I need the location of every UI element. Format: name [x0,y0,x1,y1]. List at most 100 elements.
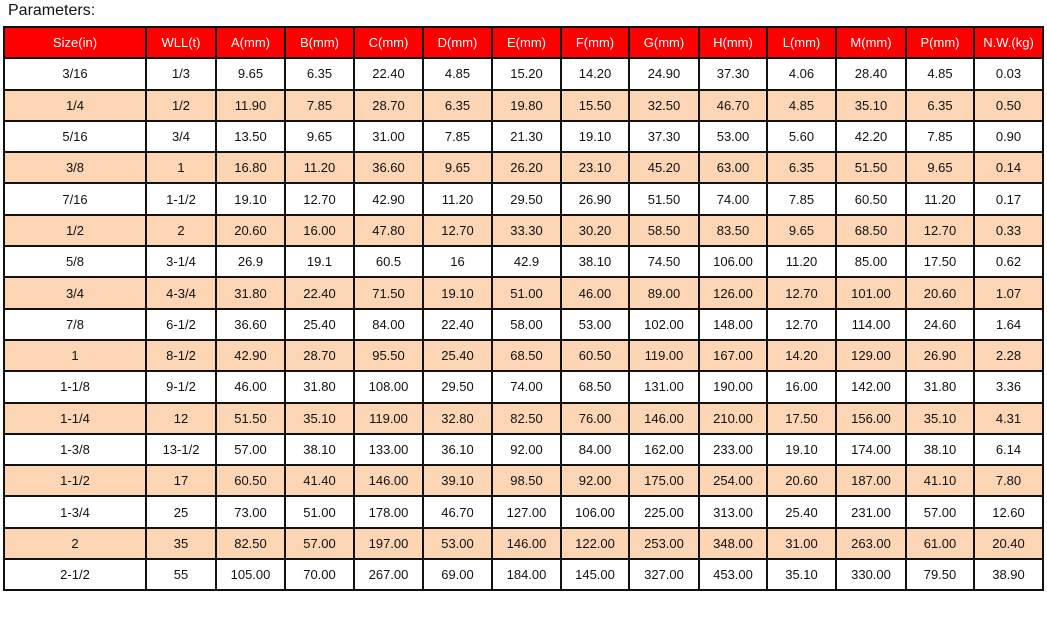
table-cell: 95.50 [353,338,424,373]
table-cell: 25.40 [284,307,355,341]
table-cell: 3/4 [145,119,217,154]
table-cell: 148.00 [698,307,768,341]
table-cell: 4.06 [766,57,837,91]
table-cell: 253.00 [628,526,700,561]
table-row: 3/4 4-3/4 31.80 22.40 71.50 19.10 51.00 46.00 89… [3,276,1044,310]
table-cell: 38.10 [560,245,630,279]
table-row: 3/8 1 16.80 11.20 36.60 9.65 26.20 23.10 45.20 63… [3,151,1044,185]
table-cell: 31.00 [766,526,837,561]
table-cell: 7.80 [973,464,1044,498]
table-cell: 83.50 [698,213,768,248]
table-cell: 178.00 [353,495,424,529]
table-cell: 16.00 [766,370,837,404]
table-cell: 9.65 [766,213,837,248]
table-cell: 6.35 [422,88,493,122]
table-cell: 19.10 [215,182,286,216]
table-cell: 197.00 [353,526,424,561]
table-cell: 0.03 [973,57,1044,91]
table-cell: 51.50 [835,151,907,185]
table-cell: 6-1/2 [145,307,217,341]
table-cell: 4.85 [422,57,493,91]
table-cell: 5/8 [3,245,147,279]
table-cell: 233.00 [698,432,768,467]
table-cell: 1/2 [145,88,217,122]
table-cell: 31.80 [284,370,355,404]
table-cell: 85.00 [835,245,907,279]
table-cell: 31.00 [353,119,424,154]
table-cell: 25.40 [766,495,837,529]
table-row: 1-3/8 13-1/2 57.00 38.10 133.00 36.10 92.00 84.… [3,432,1044,467]
table-cell: 19.1 [284,245,355,279]
table-cell: 53.00 [560,307,630,341]
table-cell: 0.90 [973,119,1044,154]
column-header: M(mm) [835,25,907,60]
table-cell: 68.50 [560,370,630,404]
table-cell: 267.00 [353,558,424,592]
table-cell: 133.00 [353,432,424,467]
table-cell: 1/4 [3,88,147,122]
column-header: C(mm) [353,25,424,60]
table-cell: 142.00 [835,370,907,404]
table-cell: 74.00 [698,182,768,216]
table-cell: 348.00 [698,526,768,561]
table-cell: 12.70 [766,276,837,310]
table-cell: 453.00 [698,558,768,592]
table-cell: 11.20 [422,182,493,216]
table-row: 1/4 1/2 11.90 7.85 28.70 6.35 19.80 15.50 32.50 4… [3,88,1044,122]
table-cell: 46.00 [215,370,286,404]
header-row: Size(in) WLL(t) A(mm) B(mm) C(mm) D(mm) E(mm) F… [3,25,1044,60]
table-cell: 37.30 [698,57,768,91]
table-cell: 14.20 [560,57,630,91]
table-cell: 9.65 [284,119,355,154]
table-cell: 33.30 [491,213,562,248]
table-cell: 1-1/2 [3,464,147,498]
table-cell: 76.00 [560,401,630,435]
table-cell: 13-1/2 [145,432,217,467]
table-cell: 4.85 [905,57,975,91]
table-cell: 105.00 [215,558,286,592]
table-cell: 46.70 [698,88,768,122]
table-cell: 5/16 [3,119,147,154]
table-cell: 53.00 [422,526,493,561]
table-cell: 7.85 [284,88,355,122]
table-cell: 22.40 [422,307,493,341]
column-header: L(mm) [766,25,837,60]
table-cell: 61.00 [905,526,975,561]
table-cell: 4.31 [973,401,1044,435]
table-cell: 21.30 [491,119,562,154]
table-cell: 51.00 [284,495,355,529]
table-cell: 25 [145,495,217,529]
table-cell: 73.00 [215,495,286,529]
table-cell: 162.00 [628,432,700,467]
table-cell: 28.40 [835,57,907,91]
table-cell: 17 [145,464,217,498]
table-cell: 68.50 [835,213,907,248]
table-cell: 114.00 [835,307,907,341]
table-cell: 6.35 [905,88,975,122]
table-cell: 330.00 [835,558,907,592]
table-cell: 26.20 [491,151,562,185]
column-header: B(mm) [284,25,355,60]
table-cell: 63.00 [698,151,768,185]
table-cell: 36.10 [422,432,493,467]
table-cell: 16.80 [215,151,286,185]
table-cell: 16.00 [284,213,355,248]
table-cell: 26.9 [215,245,286,279]
table-cell: 39.10 [422,464,493,498]
table-cell: 184.00 [491,558,562,592]
table-cell: 19.10 [560,119,630,154]
table-cell: 57.00 [215,432,286,467]
table-row: 1/2 2 20.60 16.00 47.80 12.70 33.30 30.20 58.50 8… [3,213,1044,248]
table-row: 1-3/4 25 73.00 51.00 178.00 46.70 127.00 106.00… [3,495,1044,529]
table-cell: 60.5 [353,245,424,279]
table-cell: 2.28 [973,338,1044,373]
table-cell: 1-3/8 [3,432,147,467]
table-cell: 146.00 [628,401,700,435]
table-cell: 46.00 [560,276,630,310]
table-cell: 57.00 [284,526,355,561]
table-cell: 9.65 [215,57,286,91]
table-cell: 7/8 [3,307,147,341]
table-cell: 1.64 [973,307,1044,341]
table-cell: 313.00 [698,495,768,529]
table-cell: 36.60 [353,151,424,185]
